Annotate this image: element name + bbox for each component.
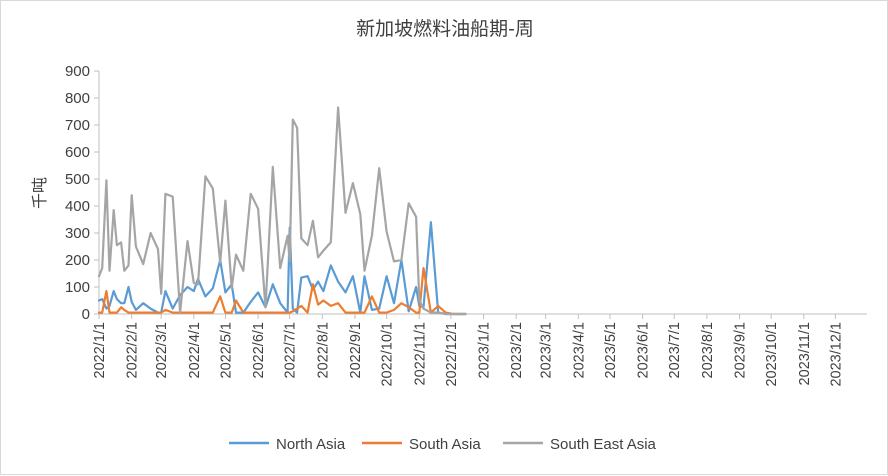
x-tick-label: 2022/6/1 — [251, 322, 267, 378]
x-tick-label: 2023/5/1 — [603, 322, 619, 378]
series-line-south-asia — [97, 267, 467, 316]
x-tick-label: 2023/3/1 — [539, 322, 555, 378]
y-tick-label: 100 — [65, 279, 90, 296]
x-tick-label: 2023/12/1 — [828, 322, 844, 387]
y-tick-label: 300 — [65, 225, 90, 242]
x-tick-label: 2023/2/1 — [509, 322, 525, 378]
series-line-north-asia — [97, 221, 467, 316]
x-tick-label: 2022/4/1 — [187, 322, 203, 378]
x-tick-label: 2022/3/1 — [154, 322, 170, 378]
chart-title: 新加坡燃料油船期-周 — [356, 18, 534, 40]
x-tick-label: 2023/8/1 — [700, 322, 716, 378]
y-tick-label: 0 — [82, 306, 90, 323]
legend: North Asia South Asia South East Asia — [229, 436, 657, 453]
x-tick-label: 2023/6/1 — [636, 322, 652, 378]
x-tick-label: 2023/7/1 — [667, 322, 683, 378]
x-tick-label: 2022/11/1 — [412, 322, 428, 385]
x-tick-label: 2022/10/1 — [380, 322, 396, 387]
y-tick-label: 700 — [65, 117, 90, 134]
series-line-south-east-asia — [97, 106, 467, 316]
y-tick-label: 400 — [65, 198, 90, 215]
x-tick-label: 2023/10/1 — [764, 322, 780, 387]
y-tick-label: 600 — [65, 144, 90, 161]
x-tick-label: 2023/9/1 — [733, 322, 749, 378]
x-tick-label: 2022/12/1 — [444, 322, 460, 387]
x-tick-label: 2022/1/1 — [92, 322, 108, 378]
legend-label: South Asia — [409, 436, 481, 453]
y-tick-label: 200 — [65, 252, 90, 269]
x-tick-label: 2023/4/1 — [571, 322, 587, 378]
x-tick-label: 2022/2/1 — [125, 322, 141, 378]
y-axis-label: 千吨 — [30, 177, 49, 209]
y-tick-label: 900 — [65, 63, 90, 80]
x-tick-label: 2022/9/1 — [348, 322, 364, 378]
x-tick-label: 2022/5/1 — [218, 322, 234, 378]
series-lines — [97, 106, 467, 316]
y-tick-label: 500 — [65, 171, 90, 188]
legend-label: North Asia — [276, 436, 346, 453]
x-tick-label: 2022/8/1 — [315, 322, 331, 378]
x-tick-label: 2022/7/1 — [283, 322, 299, 378]
x-axis-ticks: 2022/1/1 2022/2/1 2022/3/1 2022/4/1 2022/5/1… — [92, 314, 844, 387]
y-tick-label: 800 — [65, 90, 90, 107]
legend-label: South East Asia — [550, 436, 657, 453]
y-axis-ticks: 0 100 200 300 400 500 600 700 800 900 — [65, 63, 99, 323]
x-tick-label: 2023/1/1 — [477, 322, 493, 378]
x-tick-label: 2023/11/1 — [797, 322, 813, 385]
